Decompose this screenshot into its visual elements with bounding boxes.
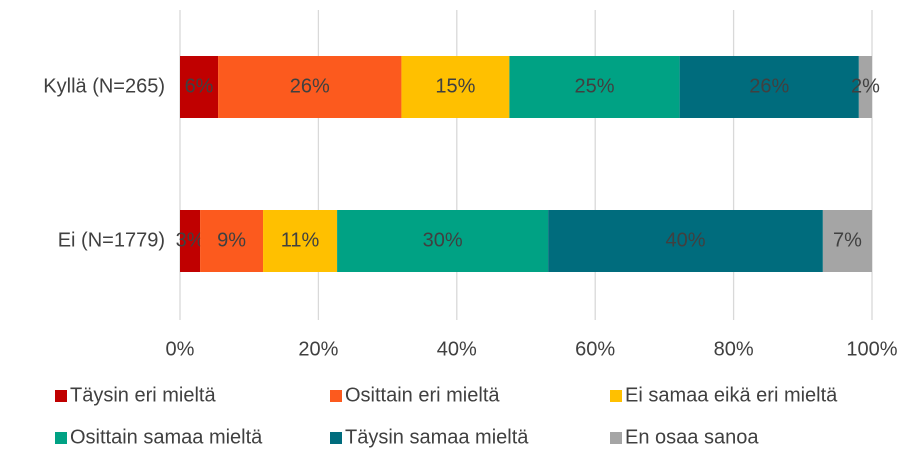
legend-label: Osittain samaa mieltä <box>70 426 263 448</box>
bar-segment <box>822 210 872 272</box>
x-tick-label: 100% <box>846 338 897 360</box>
bar-segment <box>548 210 823 272</box>
x-tick-label: 40% <box>437 338 477 360</box>
data-label: 26% <box>749 75 789 97</box>
bar-segment <box>337 210 549 272</box>
y-tick-label: Ei (N=1779) <box>58 229 165 251</box>
bar-segment <box>218 56 402 118</box>
legend-label: Osittain eri mieltä <box>345 384 500 406</box>
x-tick-label: 80% <box>714 338 754 360</box>
data-label: 6% <box>185 75 214 97</box>
data-label: 15% <box>435 75 475 97</box>
data-label: 11% <box>281 229 320 251</box>
legend-swatch <box>610 390 622 402</box>
data-label: 9% <box>217 229 246 251</box>
x-tick-label: 60% <box>575 338 615 360</box>
legend-swatch <box>330 390 342 402</box>
legend-label: Täysin samaa mieltä <box>345 426 529 448</box>
data-label: 3% <box>176 229 205 251</box>
legend-swatch <box>330 432 342 444</box>
bar-segment <box>509 56 680 118</box>
legend-swatch <box>55 432 67 444</box>
bar-segment <box>263 210 338 272</box>
data-label: 26% <box>290 75 330 97</box>
data-label: 30% <box>423 229 463 251</box>
bar-segment <box>180 56 219 118</box>
bar-segment <box>679 56 859 118</box>
bar-segment <box>858 56 872 118</box>
y-tick-label: Kyllä (N=265) <box>43 75 165 97</box>
data-label: 7% <box>833 229 862 251</box>
x-tick-label: 20% <box>298 338 338 360</box>
bar-segment <box>200 210 264 272</box>
legend-label: En osaa sanoa <box>625 426 759 448</box>
data-label: 2% <box>851 75 880 97</box>
bar-segment <box>180 210 201 272</box>
legend-swatch <box>55 390 67 402</box>
x-tick-label: 0% <box>166 338 195 360</box>
legend-swatch <box>610 432 622 444</box>
legend-label: Täysin eri mieltä <box>70 384 216 406</box>
data-label: 40% <box>665 229 705 251</box>
bar-segment <box>401 56 510 118</box>
legend-label: Ei samaa eikä eri mieltä <box>625 384 838 406</box>
data-label: 25% <box>574 75 614 97</box>
